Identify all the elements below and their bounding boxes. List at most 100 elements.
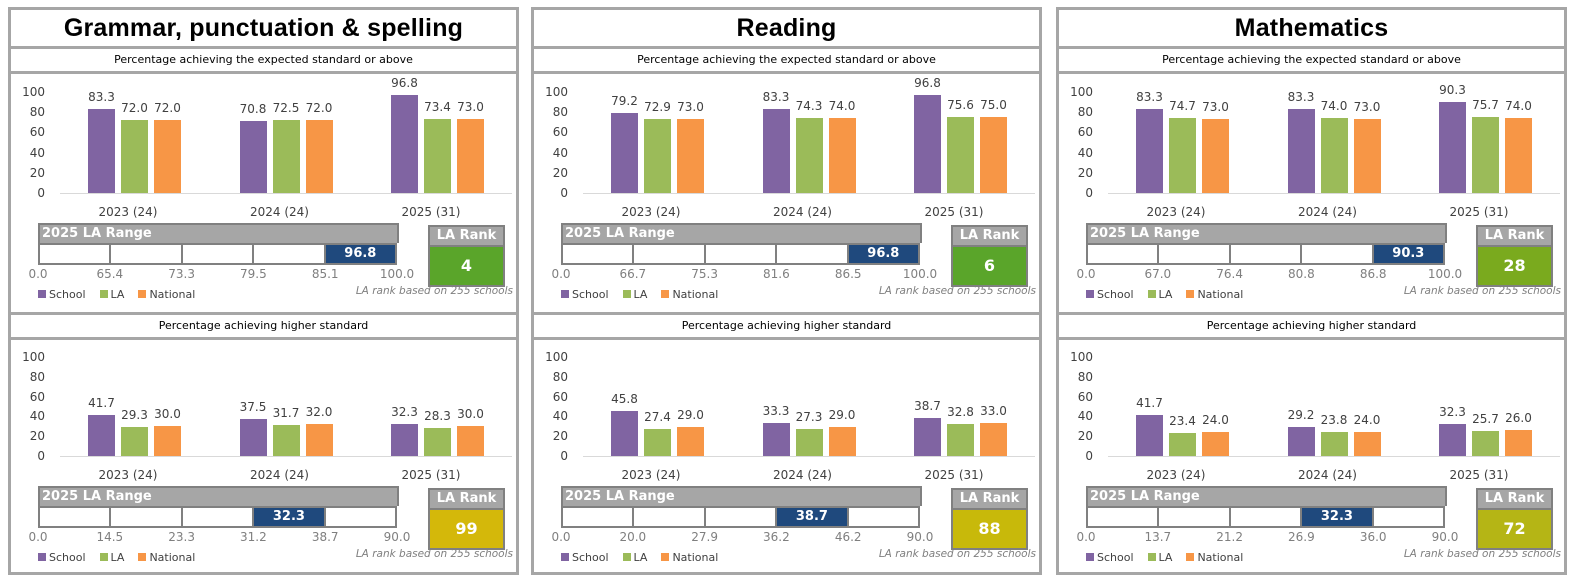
legend-item-la: LA	[99, 551, 125, 564]
y-tick-label: 60	[29, 389, 45, 404]
la-range-segment	[634, 245, 706, 263]
y-tick-label: 0	[1085, 449, 1093, 463]
bar-national	[1505, 430, 1532, 456]
legend-swatch-school	[38, 553, 46, 561]
x-axis-line	[60, 456, 512, 457]
bar-value-label: 72.5	[272, 100, 300, 115]
bar-national	[305, 120, 333, 193]
la-range-tick: 66.7	[619, 267, 647, 281]
legend-label: School	[49, 551, 86, 564]
y-tick-label: 80	[1077, 105, 1093, 120]
legend-item-national: National	[661, 288, 718, 301]
la-range-bar: 38.7	[561, 506, 920, 528]
la-rank-header: LA Rank	[959, 491, 1020, 506]
legend-label: LA	[1158, 551, 1173, 564]
bar-national	[1202, 432, 1229, 456]
la-range-segment	[1088, 245, 1160, 263]
bar-value-label: 72.9	[644, 100, 671, 115]
la-rank-note: LA rank based on 255 schools	[878, 285, 1036, 297]
bar-la	[1472, 116, 1499, 193]
la-range-tick: 80.8	[1288, 267, 1315, 281]
legend-item-school: School	[561, 288, 609, 301]
bar-la	[1472, 430, 1499, 456]
bar-value-label: 96.8	[391, 76, 418, 91]
y-tick-label: 0	[1085, 186, 1093, 200]
legend-item-national: National	[1186, 551, 1243, 564]
la-range-tick: 90.0	[1431, 530, 1459, 544]
legend-item-national: National	[1186, 288, 1243, 301]
legend-item-national: National	[138, 551, 195, 564]
bar-national	[828, 118, 856, 193]
la-range-tick: 23.3	[168, 530, 195, 544]
y-tick-label: 20	[1077, 429, 1093, 444]
y-tick-label: 60	[552, 125, 568, 140]
legend-label: National	[149, 288, 196, 301]
legend-item-school: School	[1086, 551, 1134, 564]
legend-label: National	[1197, 288, 1244, 301]
la-range-tick: 79.5	[240, 267, 267, 281]
y-tick-label: 100	[22, 85, 45, 99]
la-range-segment	[1088, 508, 1160, 526]
category-label: 2025 (31)	[1449, 468, 1509, 482]
category-label: 2024 (24)	[250, 468, 309, 482]
bar-school	[1136, 108, 1163, 193]
bar-value-label: 74.7	[1169, 98, 1196, 113]
legend-item-national: National	[138, 288, 195, 301]
category-label: 2023 (24)	[98, 205, 158, 219]
la-range-bar: 32.3	[1086, 506, 1445, 528]
legend-label: National	[149, 551, 196, 564]
la-range-tick: 0.0	[551, 267, 571, 281]
legend-label: LA	[1158, 288, 1173, 301]
legend-item-school: School	[1086, 288, 1134, 301]
bar-la	[121, 120, 148, 193]
la-range-segment	[1231, 508, 1303, 526]
y-tick-label: 40	[552, 409, 568, 424]
bar-national	[457, 426, 484, 456]
bar-value-label: 83.3	[762, 89, 790, 104]
la-rank-box: LA Rank 28	[1476, 225, 1553, 287]
legend-swatch-school	[1086, 553, 1094, 561]
y-tick-label: 80	[29, 105, 45, 120]
y-tick-label: 60	[29, 125, 45, 140]
chart-legend: School LA National	[561, 288, 718, 301]
bar-value-label: 74.0	[828, 99, 856, 114]
bar-value-label: 74.0	[1320, 99, 1348, 114]
bar-value-label: 83.3	[1287, 89, 1315, 104]
y-tick-label: 80	[1077, 369, 1093, 384]
la-range-segment	[1159, 508, 1231, 526]
legend-swatch-la	[622, 290, 631, 298]
y-tick-label: 60	[1077, 125, 1093, 140]
panel-title: Reading	[534, 10, 1039, 46]
bar-school	[762, 423, 790, 456]
la-range-tick: 86.5	[834, 267, 862, 281]
section-subtitle: Percentage achieving higher standard	[1059, 315, 1564, 337]
chart-legend: School LA National	[38, 288, 195, 301]
legend-label: National	[672, 551, 719, 564]
bar-la	[272, 424, 300, 456]
la-range-tick: 100.0	[1427, 267, 1463, 281]
la-range-tick: 26.9	[1288, 530, 1315, 544]
legend-swatch-national	[138, 553, 147, 561]
bar-value-label: 29.0	[828, 408, 856, 423]
legend-label: LA	[110, 551, 125, 564]
legend-label: School	[49, 288, 86, 301]
la-range-tick: 0.0	[551, 530, 571, 544]
bar-chart-section: 100 80 60 40 20 0 41.7 23.4 24.0 2023 (24) 29.2 23.…	[1059, 340, 1564, 572]
la-range-tick: 73.3	[168, 267, 195, 281]
bar-school	[391, 95, 418, 193]
la-range-tick: 76.4	[1216, 267, 1243, 281]
bar-value-label: 70.8	[239, 102, 267, 117]
x-axis-line	[60, 193, 512, 194]
bar-value-label: 23.8	[1320, 413, 1348, 428]
bar-value-label: 79.2	[611, 94, 638, 108]
legend-label: School	[572, 551, 609, 564]
la-rank-value: 28	[1478, 245, 1551, 285]
section-subtitle: Percentage achieving the expected standa…	[1059, 49, 1564, 71]
la-rank-box: LA Rank 4	[428, 225, 505, 287]
subject-panel: Mathematics Percentage achieving the expe…	[1056, 7, 1567, 575]
la-range-segment	[706, 245, 778, 263]
legend-label: National	[672, 288, 719, 301]
bar-value-label: 90.3	[1439, 82, 1466, 97]
y-tick-label: 80	[552, 369, 568, 384]
bar-value-label: 32.3	[391, 405, 418, 420]
